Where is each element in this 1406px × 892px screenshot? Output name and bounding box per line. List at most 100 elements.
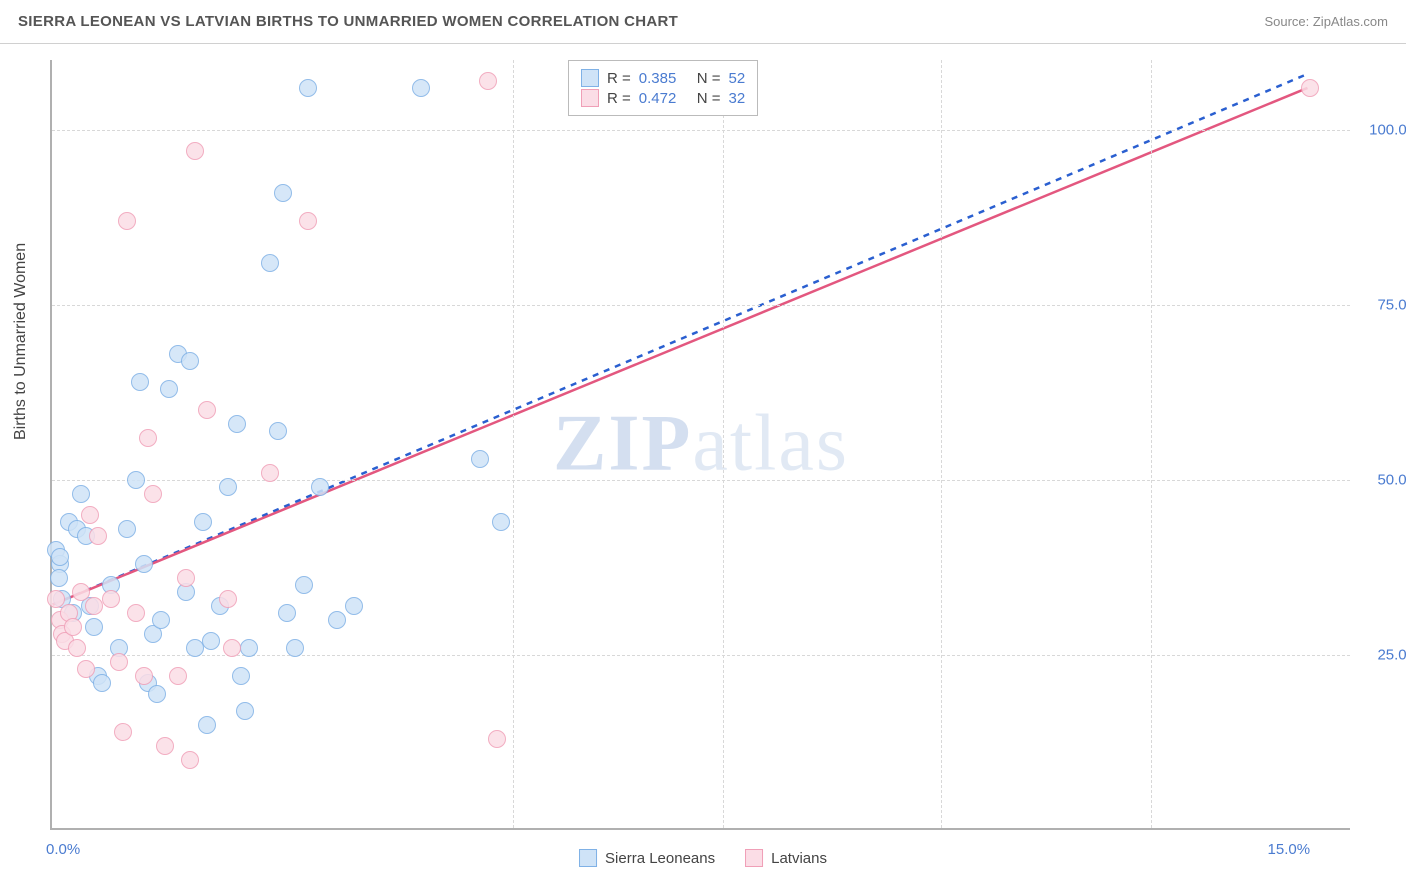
y-tick-label: 50.0% bbox=[1360, 472, 1406, 489]
scatter-point-latvian bbox=[1301, 79, 1319, 97]
y-tick-label: 25.0% bbox=[1360, 647, 1406, 664]
scatter-point-latvian bbox=[102, 590, 120, 608]
scatter-point-sierra bbox=[492, 513, 510, 531]
scatter-point-sierra bbox=[240, 639, 258, 657]
legend-n-value-sierra: 52 bbox=[729, 70, 746, 87]
gridline-v bbox=[513, 60, 514, 828]
gridline-v bbox=[1151, 60, 1152, 828]
scatter-point-latvian bbox=[64, 618, 82, 636]
series-label-latvian: Latvians bbox=[771, 850, 827, 867]
scatter-point-sierra bbox=[148, 685, 166, 703]
scatter-point-sierra bbox=[198, 716, 216, 734]
legend-row-sierra: R = 0.385 N = 52 bbox=[581, 69, 745, 87]
scatter-point-sierra bbox=[232, 667, 250, 685]
x-tick-label: 0.0% bbox=[46, 841, 80, 858]
scatter-point-sierra bbox=[118, 520, 136, 538]
scatter-point-latvian bbox=[177, 569, 195, 587]
series-legend: Sierra Leoneans Latvians bbox=[569, 849, 837, 867]
scatter-point-sierra bbox=[269, 422, 287, 440]
legend-swatch-latvian bbox=[581, 89, 599, 107]
legend-r-value-sierra: 0.385 bbox=[639, 70, 681, 87]
scatter-point-latvian bbox=[118, 212, 136, 230]
legend-n-label: N = bbox=[697, 90, 721, 107]
scatter-point-sierra bbox=[131, 373, 149, 391]
scatter-point-latvian bbox=[135, 667, 153, 685]
source-prefix: Source: bbox=[1264, 14, 1312, 29]
scatter-point-sierra bbox=[50, 569, 68, 587]
scatter-point-latvian bbox=[186, 142, 204, 160]
scatter-point-sierra bbox=[152, 611, 170, 629]
scatter-point-latvian bbox=[488, 730, 506, 748]
series-label-sierra: Sierra Leoneans bbox=[605, 850, 715, 867]
legend-row-latvian: R = 0.472 N = 32 bbox=[581, 89, 745, 107]
scatter-point-latvian bbox=[68, 639, 86, 657]
scatter-point-sierra bbox=[194, 513, 212, 531]
scatter-point-sierra bbox=[93, 674, 111, 692]
scatter-point-latvian bbox=[139, 429, 157, 447]
scatter-point-sierra bbox=[219, 478, 237, 496]
scatter-point-sierra bbox=[328, 611, 346, 629]
scatter-point-sierra bbox=[160, 380, 178, 398]
scatter-point-latvian bbox=[127, 604, 145, 622]
legend-r-label: R = bbox=[607, 70, 631, 87]
scatter-point-latvian bbox=[219, 590, 237, 608]
gridline-v bbox=[723, 60, 724, 828]
scatter-point-latvian bbox=[169, 667, 187, 685]
gridline-h bbox=[52, 480, 1350, 481]
scatter-point-latvian bbox=[198, 401, 216, 419]
watermark: ZIPatlas bbox=[553, 399, 849, 490]
scatter-point-sierra bbox=[345, 597, 363, 615]
scatter-point-sierra bbox=[181, 352, 199, 370]
scatter-point-sierra bbox=[72, 485, 90, 503]
series-legend-item-latvian: Latvians bbox=[745, 849, 827, 867]
legend-n-value-latvian: 32 bbox=[729, 90, 746, 107]
scatter-plot-area: ZIPatlas 25.0%50.0%75.0%100.0%0.0%15.0% bbox=[50, 60, 1350, 830]
scatter-point-latvian bbox=[223, 639, 241, 657]
scatter-point-sierra bbox=[471, 450, 489, 468]
scatter-point-latvian bbox=[156, 737, 174, 755]
scatter-point-sierra bbox=[295, 576, 313, 594]
scatter-point-sierra bbox=[286, 639, 304, 657]
scatter-point-sierra bbox=[228, 415, 246, 433]
scatter-point-sierra bbox=[85, 618, 103, 636]
series-swatch-latvian bbox=[745, 849, 763, 867]
scatter-point-latvian bbox=[479, 72, 497, 90]
scatter-point-latvian bbox=[299, 212, 317, 230]
chart-title: SIERRA LEONEAN VS LATVIAN BIRTHS TO UNMA… bbox=[18, 13, 678, 30]
scatter-point-sierra bbox=[412, 79, 430, 97]
scatter-point-latvian bbox=[85, 597, 103, 615]
scatter-point-sierra bbox=[202, 632, 220, 650]
y-tick-label: 75.0% bbox=[1360, 297, 1406, 314]
scatter-point-latvian bbox=[261, 464, 279, 482]
trend-line-latvian bbox=[53, 88, 1308, 605]
scatter-point-sierra bbox=[51, 548, 69, 566]
legend-swatch-sierra bbox=[581, 69, 599, 87]
scatter-point-latvian bbox=[144, 485, 162, 503]
scatter-point-latvian bbox=[181, 751, 199, 769]
gridline-h bbox=[52, 130, 1350, 131]
scatter-point-sierra bbox=[299, 79, 317, 97]
scatter-point-sierra bbox=[236, 702, 254, 720]
chart-source: Source: ZipAtlas.com bbox=[1264, 14, 1388, 29]
legend-r-value-latvian: 0.472 bbox=[639, 90, 681, 107]
x-tick-label: 15.0% bbox=[1268, 841, 1311, 858]
scatter-point-sierra bbox=[278, 604, 296, 622]
series-swatch-sierra bbox=[579, 849, 597, 867]
scatter-point-latvian bbox=[114, 723, 132, 741]
legend-n-label: N = bbox=[697, 70, 721, 87]
scatter-point-sierra bbox=[127, 471, 145, 489]
source-name: ZipAtlas.com bbox=[1313, 14, 1388, 29]
scatter-point-latvian bbox=[77, 660, 95, 678]
scatter-point-latvian bbox=[89, 527, 107, 545]
scatter-point-sierra bbox=[261, 254, 279, 272]
correlation-legend: R = 0.385 N = 52 R = 0.472 N = 32 bbox=[568, 60, 758, 116]
scatter-point-sierra bbox=[311, 478, 329, 496]
y-tick-label: 100.0% bbox=[1360, 122, 1406, 139]
scatter-point-latvian bbox=[110, 653, 128, 671]
gridline-h bbox=[52, 305, 1350, 306]
y-axis-title: Births to Unmarried Women bbox=[12, 243, 30, 440]
scatter-point-sierra bbox=[186, 639, 204, 657]
gridline-v bbox=[941, 60, 942, 828]
legend-r-label: R = bbox=[607, 90, 631, 107]
scatter-point-sierra bbox=[274, 184, 292, 202]
